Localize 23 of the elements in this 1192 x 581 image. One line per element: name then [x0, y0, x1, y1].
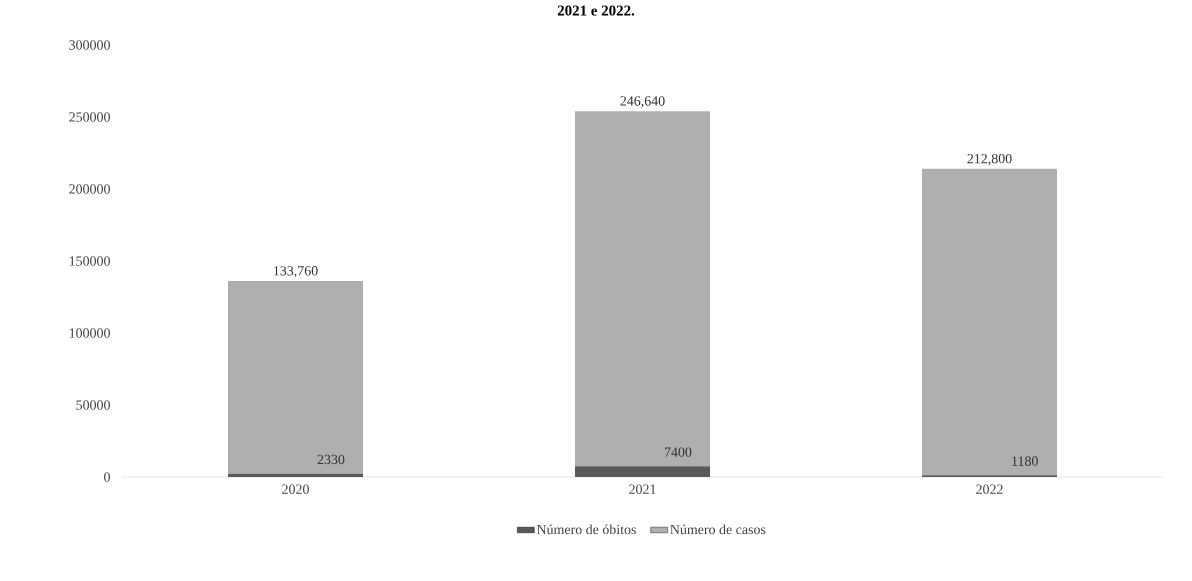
- x-tick-label: 2020: [282, 484, 309, 494]
- y-tick-label: 100000: [69, 328, 110, 338]
- chart-title: 2021 e 2022.: [557, 5, 635, 16]
- bar: [922, 168, 1057, 476]
- bar: [228, 281, 363, 474]
- y-tick-label: 150000: [69, 256, 110, 266]
- bar: [575, 111, 710, 467]
- data-label: 133,760: [274, 266, 318, 278]
- y-tick-label: 300000: [69, 40, 110, 50]
- y-tick-label: 50000: [76, 400, 110, 410]
- data-label: 246,640: [620, 96, 665, 108]
- y-tick-label: 250000: [69, 112, 110, 122]
- x-tick-label: 2022: [976, 484, 1003, 494]
- y-tick-label: 200000: [69, 184, 110, 194]
- data-label: 7400: [664, 447, 692, 457]
- legend-label: Número de casos: [670, 524, 766, 535]
- bar: [575, 466, 710, 477]
- legend-label: Número de óbitos: [536, 524, 636, 535]
- data-label: 212,800: [967, 153, 1012, 166]
- data-label: 1180: [1012, 456, 1038, 466]
- x-tick-label: 2021: [629, 484, 656, 494]
- y-tick-label: 0: [104, 472, 110, 482]
- data-label: 2330: [317, 454, 345, 465]
